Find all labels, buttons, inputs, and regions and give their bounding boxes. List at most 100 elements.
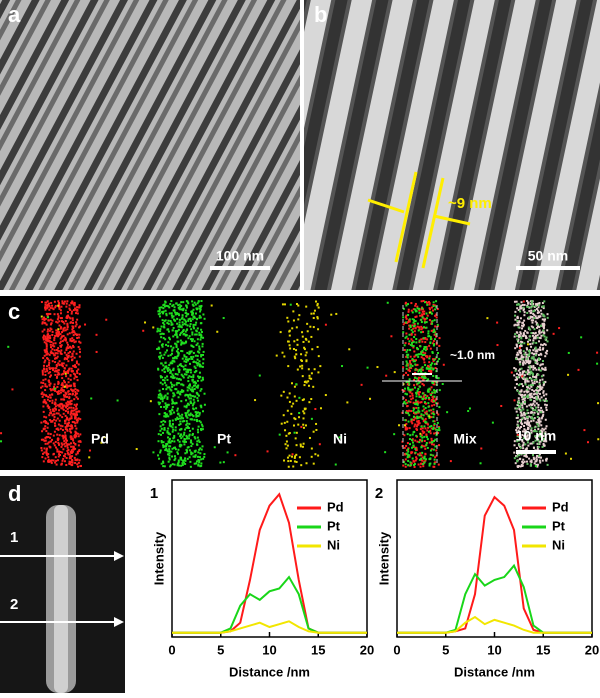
dot: [77, 444, 80, 447]
dot: [538, 326, 541, 329]
dot: [65, 383, 68, 386]
dot: [186, 416, 189, 419]
dot: [47, 432, 50, 435]
dot: [64, 414, 67, 417]
dot: [171, 316, 174, 319]
dot: [519, 331, 522, 334]
dot: [55, 367, 58, 370]
dot: [518, 431, 521, 434]
dot: [286, 409, 289, 412]
dot: [412, 327, 415, 330]
dot: [66, 452, 69, 455]
dot: [446, 411, 449, 414]
dot: [75, 427, 78, 430]
dot: [597, 438, 600, 441]
dot: [526, 385, 529, 388]
dot: [189, 368, 192, 371]
dot: [44, 308, 47, 311]
dot: [428, 367, 431, 370]
dot: [57, 404, 60, 407]
dot: [177, 448, 180, 451]
dot: [226, 451, 229, 454]
dot: [545, 404, 548, 407]
dot: [50, 461, 53, 464]
dot: [295, 444, 298, 447]
dot: [166, 430, 169, 433]
dot: [71, 325, 74, 328]
dot: [435, 343, 438, 346]
dot: [422, 395, 425, 398]
dot: [166, 349, 169, 352]
dot: [45, 345, 48, 348]
dot: [429, 367, 432, 370]
dot: [171, 440, 174, 443]
dot: [193, 401, 196, 404]
dot: [71, 319, 74, 322]
dot: [160, 362, 163, 365]
dot: [176, 373, 179, 376]
dot: [423, 461, 426, 464]
dot: [69, 435, 72, 438]
dot: [433, 420, 436, 423]
dot: [70, 302, 73, 305]
dot: [293, 456, 296, 459]
dot: [313, 368, 316, 371]
dot: [41, 391, 44, 394]
dot: [514, 369, 517, 372]
dot: [428, 344, 431, 347]
dot: [302, 398, 305, 401]
dot: [186, 436, 189, 439]
dot: [185, 448, 188, 451]
dot: [266, 450, 269, 453]
dot: [404, 392, 407, 395]
dot: [170, 312, 173, 315]
dot: [192, 402, 195, 405]
dot: [514, 368, 517, 371]
dot: [432, 305, 435, 308]
dot: [432, 397, 435, 400]
dot: [163, 303, 166, 306]
dot: [516, 321, 519, 324]
dot: [174, 426, 177, 429]
dot: [524, 448, 527, 451]
dot: [173, 446, 176, 449]
dot: [527, 359, 530, 362]
dot: [530, 392, 533, 395]
dot: [532, 446, 535, 449]
dot: [65, 456, 68, 459]
dot: [422, 330, 425, 333]
dot: [536, 421, 539, 424]
dot: [196, 397, 199, 400]
dot: [432, 360, 435, 363]
dot: [178, 423, 181, 426]
dot: [535, 368, 538, 371]
dot: [427, 405, 430, 408]
dot: [169, 413, 172, 416]
dot: [523, 397, 526, 400]
dot: [64, 336, 67, 339]
dot: [44, 439, 47, 442]
dot: [186, 425, 189, 428]
dot: [516, 433, 519, 436]
dot: [416, 382, 419, 385]
dot: [538, 336, 541, 339]
dot: [181, 420, 184, 423]
dot: [515, 455, 518, 458]
dot: [76, 389, 79, 392]
dot: [528, 366, 531, 369]
dot: [516, 319, 519, 322]
dot: [45, 365, 48, 368]
dot: [301, 375, 304, 378]
dot: [199, 333, 202, 336]
dot: [79, 433, 82, 436]
dot: [310, 372, 313, 375]
arrow: [433, 214, 471, 226]
dot: [188, 335, 191, 338]
dot: [532, 332, 535, 335]
dot: [199, 310, 202, 313]
dot: [173, 356, 176, 359]
dot: [402, 397, 405, 400]
dot: [177, 382, 180, 385]
dot: [162, 465, 165, 468]
dot: [175, 388, 178, 391]
